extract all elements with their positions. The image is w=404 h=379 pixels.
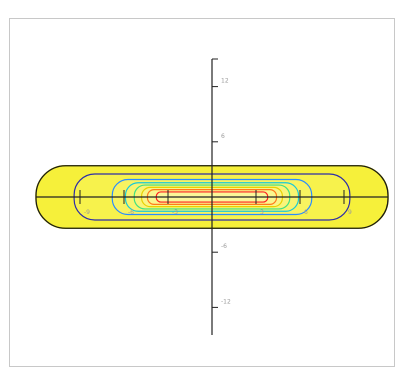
y-tick-label: 12 xyxy=(221,78,229,85)
x-tick-label: -9 xyxy=(84,209,90,216)
ticks-layer: -9 -6 -3 3 6 9 -12 -6 6 12 xyxy=(79,58,352,308)
x-tick-label: -3 xyxy=(172,209,178,216)
x-tick-label: 9 xyxy=(348,209,352,216)
y-tick-label: -6 xyxy=(221,243,227,250)
plot-border xyxy=(9,18,395,367)
x-tick-label: -6 xyxy=(128,209,134,216)
x-tick-label: 6 xyxy=(304,209,308,216)
y-tick-label: -12 xyxy=(221,298,231,305)
x-tick-label: 3 xyxy=(260,209,264,216)
y-tick-label: 6 xyxy=(221,133,225,140)
